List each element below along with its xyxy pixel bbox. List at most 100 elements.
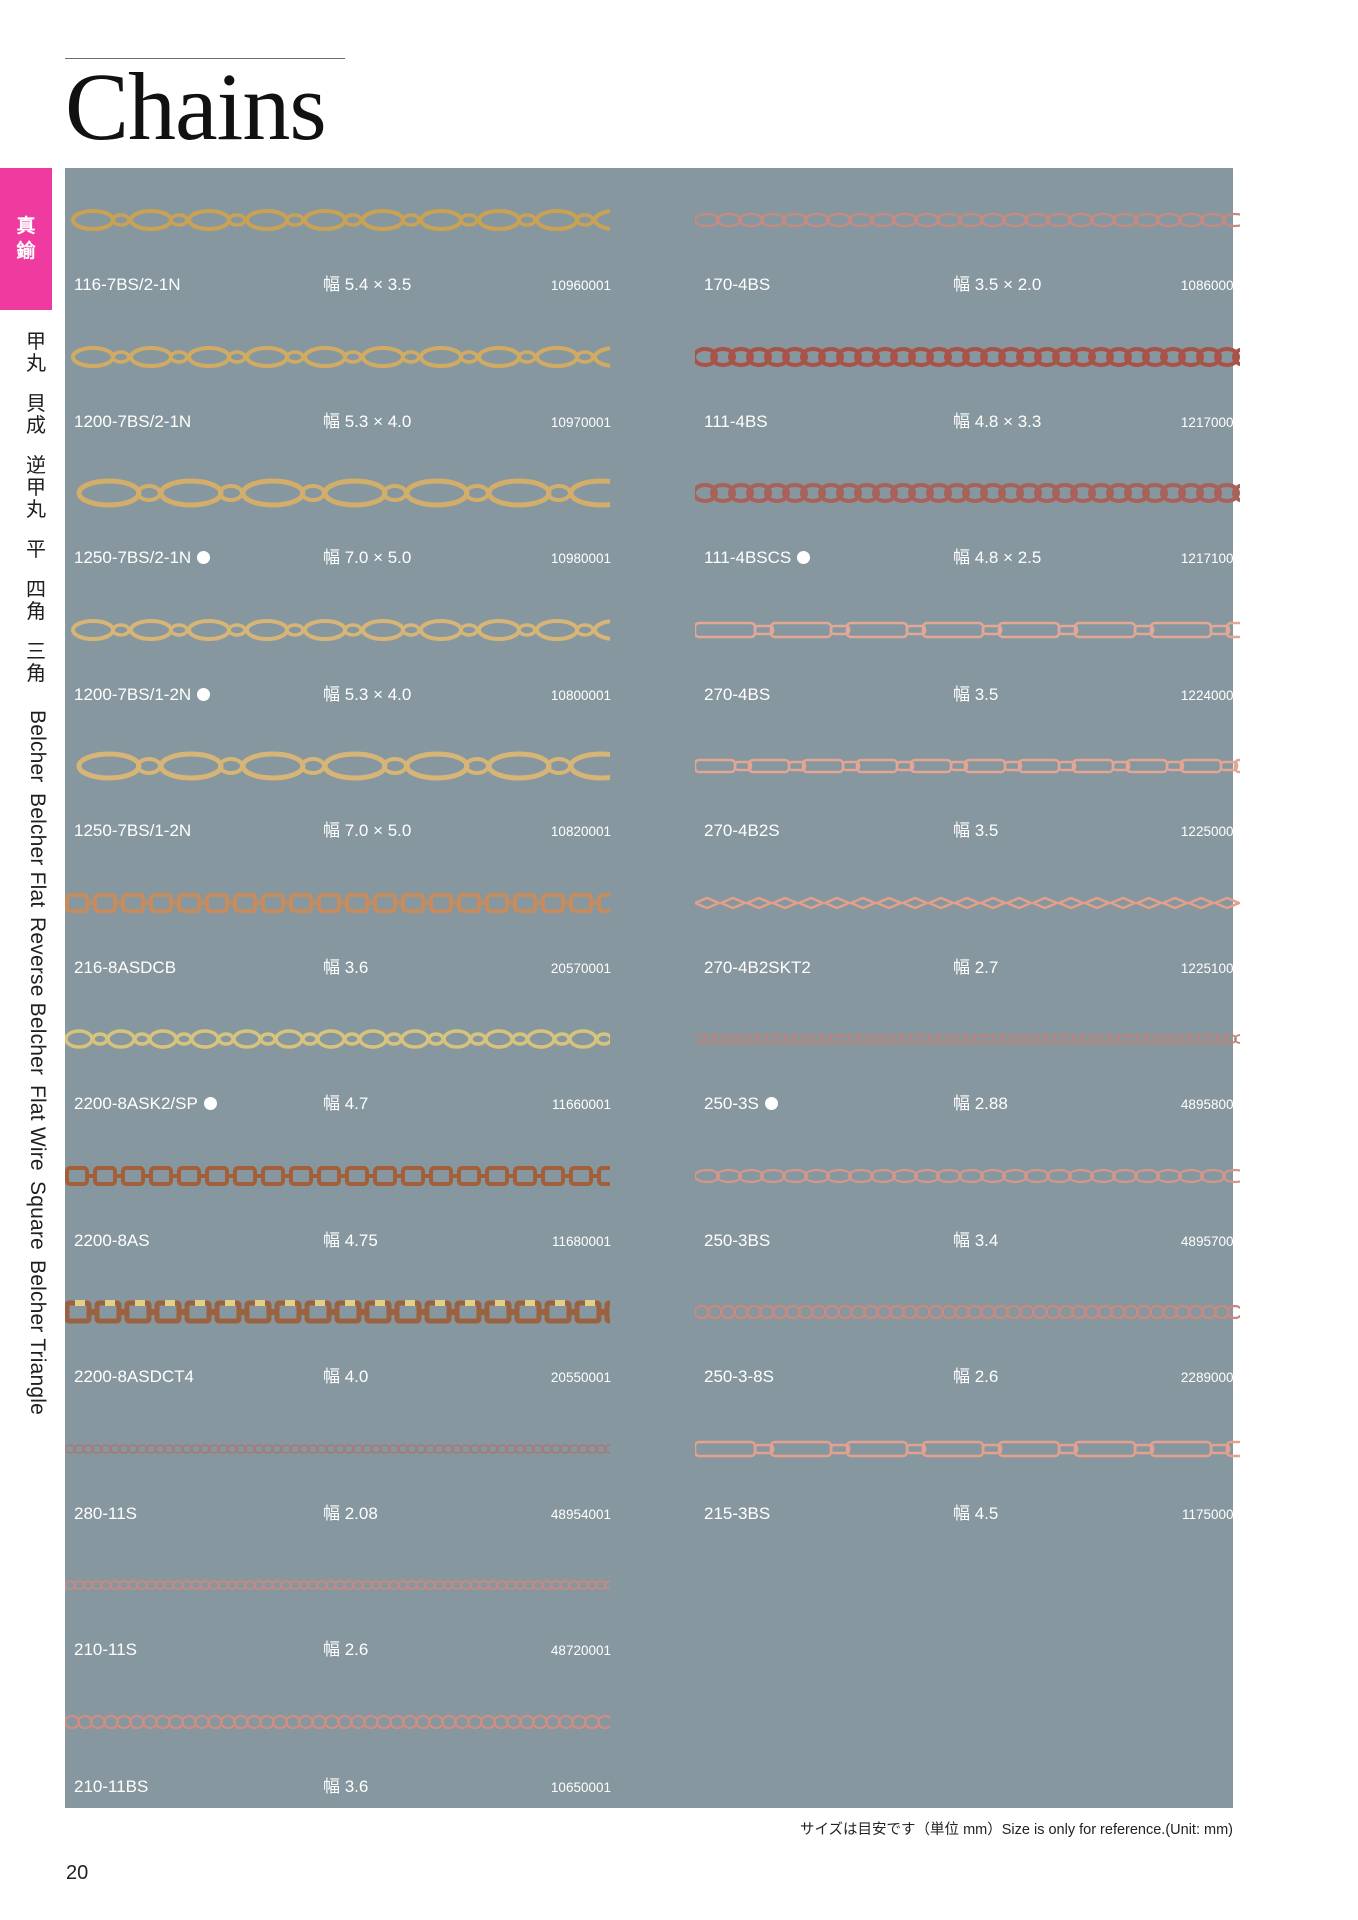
sidebar-item-kainari[interactable]: 貝 成: [22, 392, 50, 436]
chain-link: [591, 1173, 597, 1178]
chain-item[interactable]: 2200-8ASK2/SP 幅 4.7 11660001: [65, 987, 625, 1123]
chain-item[interactable]: 216-8ASDCB 幅 3.6 20570001: [65, 851, 625, 987]
chain-link: [865, 1034, 877, 1044]
chain-link: [109, 1443, 121, 1454]
chain-item[interactable]: 111-4BS 幅 4.8 × 3.3 12170001: [695, 305, 1255, 441]
chain-link: [541, 1443, 553, 1454]
chain-link: [285, 213, 305, 227]
sidebar-item-char: 逆: [26, 453, 46, 477]
chain-link: [1111, 760, 1131, 772]
chain-link: [1054, 1034, 1066, 1044]
chain-item[interactable]: 280-11S 幅 2.08 48954001: [65, 1397, 625, 1533]
chain-item[interactable]: 1200-7BS/1-2N 幅 5.3 × 4.0 10800001: [65, 578, 625, 714]
chain-item[interactable]: 2200-8AS 幅 4.75 11680001: [65, 1124, 625, 1260]
chain-link: [921, 1440, 985, 1457]
chain-code: 10980001: [550, 551, 611, 566]
chain-item[interactable]: 270-4B2SKT2 幅 2.7 12251001: [695, 851, 1255, 987]
chain-link: [1149, 621, 1213, 638]
chain-code: 11660001: [551, 1097, 611, 1112]
chain-link: [181, 1580, 193, 1590]
chain-link: [317, 1165, 341, 1186]
chain-link: [874, 1034, 886, 1044]
chain-link: [764, 346, 790, 367]
chain-link: [370, 1443, 382, 1454]
chain-name: 250-3BS: [704, 1232, 770, 1249]
chain-link: [65, 1580, 76, 1590]
chain-item[interactable]: 1250-7BS/1-2N 幅 7.0 × 5.0 10820001: [65, 714, 625, 850]
chain-name-text: 250-3S: [704, 1094, 759, 1113]
chain-item[interactable]: 215-3BS 幅 4.5 11750001: [695, 1397, 1255, 1533]
chain-item[interactable]: 250-3S 幅 2.88 48958001: [695, 987, 1255, 1123]
chain-link: [486, 751, 552, 781]
chain-link: [301, 1032, 319, 1046]
chain-link: [811, 1034, 823, 1044]
sidebar-item-sankaku[interactable]: 三 角: [22, 640, 50, 684]
sidebar-item-flat-wire[interactable]: Flat Wire: [26, 1085, 49, 1172]
chain-link: [559, 1580, 571, 1590]
chain-link: [405, 1300, 415, 1306]
chain-link: [419, 345, 463, 368]
chain-item[interactable]: 111-4BSCS 幅 4.8 × 2.5 12171001: [695, 441, 1255, 577]
sidebar-item-belcher[interactable]: Belcher: [26, 710, 49, 783]
chain-link: [404, 478, 470, 508]
chain-link: [710, 483, 736, 503]
chain-link: [262, 1443, 274, 1454]
chain-link: [585, 1300, 595, 1306]
chain-link: [172, 1443, 184, 1454]
sidebar-item-belcher-flat[interactable]: Belcher Flat: [26, 792, 49, 908]
sidebar-item-reverse-belcher[interactable]: Reverse Belcher: [26, 917, 49, 1076]
chain-link: [187, 345, 231, 368]
chain-link: [167, 1714, 185, 1729]
sidebar-item-hira[interactable]: 平: [22, 538, 50, 560]
chain-link: [82, 1443, 94, 1454]
chain-link: [303, 618, 347, 641]
chain-item[interactable]: 250-3BS 幅 3.4 48957001: [695, 1124, 1255, 1260]
chain-item[interactable]: 170-4BS 幅 3.5 × 2.0 10860001: [695, 168, 1255, 304]
chain-link: [596, 1714, 610, 1729]
sidebar-item-belcher-triangle[interactable]: Belcher Triangle: [26, 1260, 49, 1415]
chain-link: [991, 1034, 1003, 1044]
sidebar-item-kouma[interactable]: 甲 丸: [22, 330, 50, 374]
page-number: 20: [66, 1862, 89, 1884]
chain-link: [928, 1034, 940, 1044]
chain-item[interactable]: 116-7BS/2-1N 幅 5.4 × 3.5 10960001: [65, 168, 625, 304]
chain-link: [743, 896, 775, 909]
chain-link: [325, 1580, 337, 1590]
sidebar-item-square[interactable]: Square: [26, 1181, 49, 1251]
chain-item[interactable]: 270-4BS 幅 3.5 12240001: [695, 578, 1255, 714]
chain-name: 2200-8ASK2/SP: [74, 1095, 217, 1112]
chain-size: 幅 3.6: [323, 1776, 369, 1796]
chain-link: [1219, 760, 1239, 772]
chain-link: [803, 1168, 831, 1183]
chain-code: 10820001: [550, 824, 611, 839]
chain-link: [1233, 758, 1240, 774]
chain-item[interactable]: 2200-8ASDCT4 幅 4.0 20550001: [65, 1260, 625, 1396]
chain-item[interactable]: 1250-7BS/2-1N 幅 7.0 × 5.0 10980001: [65, 441, 625, 577]
chain-link: [171, 900, 177, 905]
chain-link: [944, 346, 970, 367]
chain-item[interactable]: 210-11S 幅 2.6 48720001: [65, 1533, 625, 1669]
chain-name: 270-4BS: [704, 686, 770, 703]
chain-name-text: 1250-7BS/2-1N: [74, 548, 192, 567]
chain-link: [1133, 624, 1155, 635]
chain-item[interactable]: 250-3-8S 幅 2.6 22890001: [695, 1260, 1255, 1396]
chain-link: [890, 483, 916, 503]
chain-item[interactable]: 270-4B2S 幅 3.5 12250001: [695, 714, 1255, 850]
chain-size: 幅 2.6: [953, 1367, 999, 1386]
chain-link: [997, 621, 1061, 638]
chain-link: [100, 1443, 112, 1454]
chain-code: 48954001: [550, 1506, 611, 1522]
chain-link: [163, 1580, 175, 1590]
sidebar-tab-brass[interactable]: 真 鍮: [0, 168, 52, 310]
chain-link: [595, 1443, 607, 1454]
chain-item[interactable]: 1200-7BS/2-1N 幅 5.3 × 4.0 10970001: [65, 305, 625, 441]
chain-link: [244, 1443, 256, 1454]
chain-link: [457, 1165, 481, 1186]
chain-item[interactable]: 210-11BS 幅 3.6 10650001: [65, 1670, 625, 1806]
chain-link: [187, 618, 231, 641]
sidebar-item-gyakukouma[interactable]: 逆 甲 丸: [22, 454, 50, 520]
chain-size: 幅 5.4 × 3.5: [323, 275, 412, 294]
chain-link: [511, 1032, 529, 1046]
sidebar-item-shikaku[interactable]: 四 角: [22, 578, 50, 622]
chain-link: [240, 751, 306, 781]
